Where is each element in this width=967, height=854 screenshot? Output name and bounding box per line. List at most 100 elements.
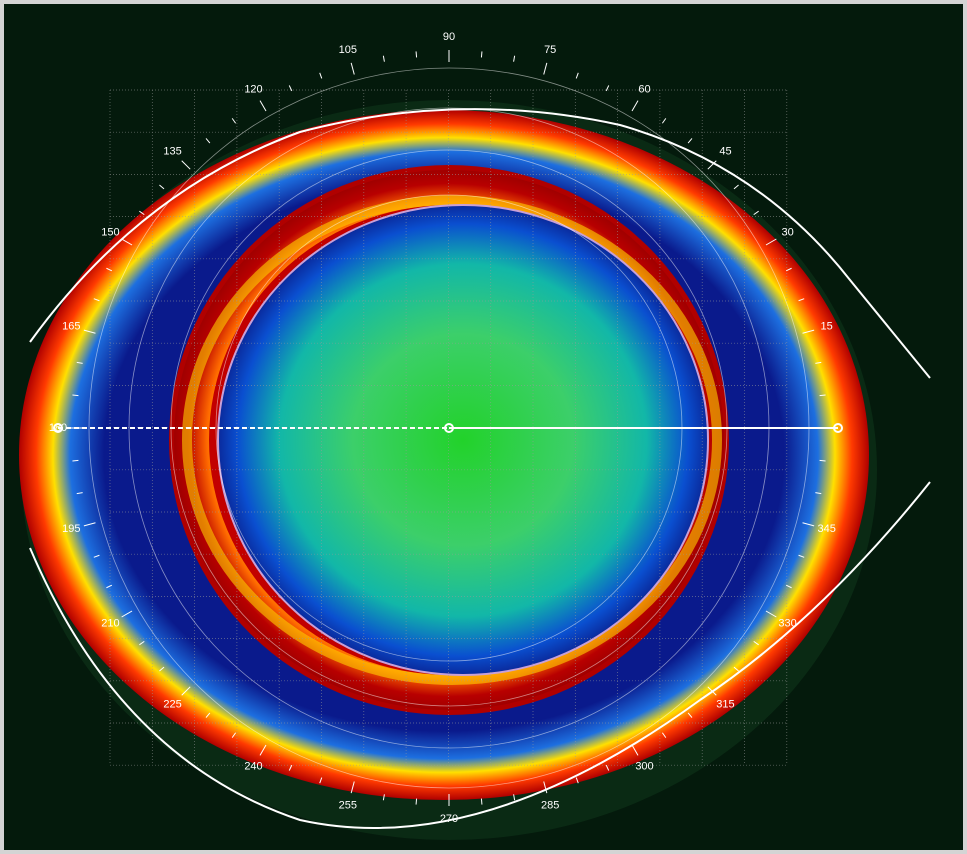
tick — [93, 298, 100, 302]
tick — [350, 62, 355, 75]
tick — [205, 138, 211, 144]
tick — [231, 118, 237, 124]
tick — [605, 85, 610, 92]
tick — [819, 459, 826, 462]
angle-label: 165 — [62, 321, 80, 333]
angle-label: 345 — [817, 523, 835, 535]
tick — [661, 732, 667, 738]
fit-curves — [29, 108, 931, 829]
angle-label: 105 — [339, 44, 357, 56]
tick — [661, 118, 667, 124]
tick — [513, 55, 516, 62]
tick — [765, 610, 777, 618]
tick — [687, 138, 693, 144]
tick — [798, 554, 805, 558]
tick — [575, 72, 579, 79]
central-zone — [218, 205, 708, 675]
tick — [802, 329, 815, 334]
tick — [753, 640, 759, 646]
tick — [819, 394, 826, 397]
angle-label: 135 — [163, 145, 181, 157]
angle-label: 120 — [244, 83, 262, 95]
tick — [605, 764, 610, 771]
tick — [231, 732, 237, 738]
angle-label: 225 — [163, 698, 181, 710]
tick — [319, 777, 323, 784]
angle-label: 270 — [440, 813, 458, 825]
angle-label: 300 — [635, 761, 653, 773]
tick — [415, 798, 418, 805]
tick — [139, 640, 145, 646]
tick — [83, 329, 96, 334]
tick — [785, 584, 792, 589]
tick — [259, 744, 267, 756]
tick — [159, 666, 165, 672]
tick — [288, 764, 293, 771]
angle-label: 15 — [821, 321, 833, 333]
lens-edge — [217, 204, 709, 676]
angle-label: 330 — [778, 617, 796, 629]
angle-label: 75 — [544, 44, 556, 56]
tick — [765, 238, 777, 246]
tick — [815, 492, 822, 495]
angle-label: 240 — [244, 761, 262, 773]
tick — [753, 210, 759, 216]
tick — [631, 100, 639, 112]
tick — [631, 744, 639, 756]
tick — [181, 160, 191, 170]
tick — [480, 798, 483, 805]
tick — [687, 712, 693, 718]
tick — [76, 361, 83, 364]
angle-label: 30 — [781, 226, 793, 238]
tick — [707, 686, 717, 696]
tick — [382, 794, 385, 801]
angle-label: 315 — [716, 698, 734, 710]
tick — [106, 267, 113, 272]
tick — [350, 781, 355, 794]
angle-label: 210 — [101, 617, 119, 629]
tick — [121, 610, 133, 618]
angle-label: 45 — [719, 145, 731, 157]
tick — [733, 184, 739, 190]
angle-label: 90 — [443, 31, 455, 43]
tick — [76, 492, 83, 495]
tick — [802, 522, 815, 527]
tick — [415, 51, 418, 58]
grid — [109, 89, 788, 766]
tick — [121, 238, 133, 246]
tick — [707, 160, 717, 170]
tick — [93, 554, 100, 558]
angle-label: 60 — [638, 83, 650, 95]
tick — [575, 777, 579, 784]
angle-ticks — [71, 50, 827, 806]
angle-labels: 90 105 75 120 60 135 45 150 30 165 15 180 195 345 210 3… — [49, 31, 836, 825]
tick — [139, 210, 145, 216]
axis-end — [833, 423, 843, 433]
angle-label: 195 — [62, 523, 80, 535]
tick — [72, 459, 79, 462]
tick — [205, 712, 211, 718]
tick — [288, 85, 293, 92]
tick — [83, 522, 96, 527]
tick — [72, 394, 79, 397]
tick — [480, 51, 483, 58]
tick — [513, 794, 516, 801]
angle-label: 180 — [49, 422, 67, 434]
angle-label: 285 — [541, 800, 559, 812]
tick — [733, 666, 739, 672]
axis-end — [53, 423, 63, 433]
tick — [382, 55, 385, 62]
tick — [543, 62, 548, 75]
tick — [159, 184, 165, 190]
tick — [106, 584, 113, 589]
tick — [259, 100, 267, 112]
angle-label: 255 — [339, 800, 357, 812]
tick — [543, 781, 548, 794]
tick — [181, 686, 191, 696]
tick — [319, 72, 323, 79]
yellow-band — [182, 195, 722, 685]
tick — [785, 267, 792, 272]
tick — [815, 361, 822, 364]
tick — [798, 298, 805, 302]
